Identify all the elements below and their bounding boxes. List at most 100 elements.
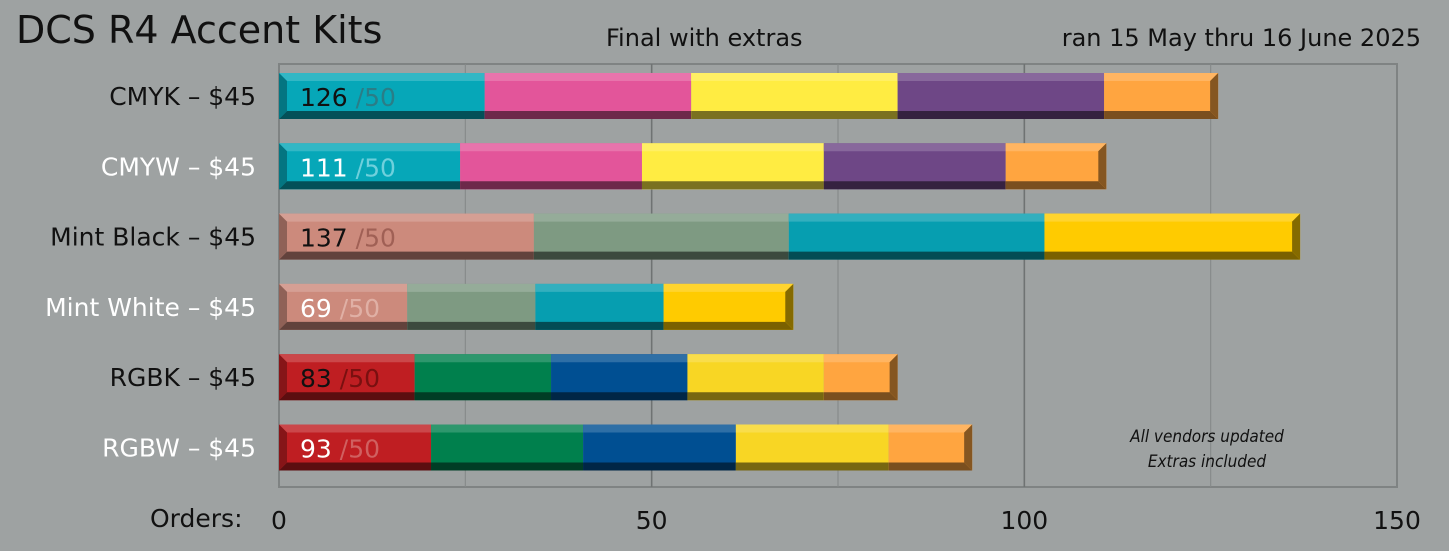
chart-title: DCS R4 Accent Kits <box>16 8 383 52</box>
bar-bevel-bottom <box>823 181 1006 190</box>
bar-bevel-top <box>533 213 789 222</box>
x-tick-label: 50 <box>636 506 668 535</box>
bar-bevel-bottom <box>583 462 736 471</box>
bar-bevel-top <box>279 73 485 81</box>
bar-bevel-top <box>484 73 692 81</box>
bar-bevel-bottom <box>431 462 584 471</box>
bar-bevel-bottom <box>641 181 824 190</box>
date-range: ran 15 May thru 16 June 2025 <box>1061 24 1421 52</box>
category-label: RGBW – $45 <box>102 434 256 463</box>
bar-bevel-bottom <box>788 251 1045 260</box>
goal-label: /50 <box>340 294 380 323</box>
value-label: 111 /50 <box>300 153 396 182</box>
category-label: RGBK – $45 <box>110 363 256 392</box>
bar-bevel-bottom <box>533 251 789 260</box>
category-label: Mint White – $45 <box>45 293 256 322</box>
bar-bevel-bottom <box>407 321 536 330</box>
bar-bevel-top <box>663 283 794 292</box>
bar-bevel-right <box>785 283 794 330</box>
bar-bevel-top <box>897 73 1105 81</box>
value-label: 137 /50 <box>300 224 396 253</box>
bar-bevel-right <box>1292 213 1301 260</box>
bar-bevel-top <box>823 354 898 363</box>
goal-label: /50 <box>340 364 380 393</box>
bar-bevel-top <box>583 424 736 433</box>
value-label: 83 /50 <box>300 364 380 393</box>
goal-label: /50 <box>356 153 396 182</box>
bar-bevel-bottom <box>663 321 794 330</box>
bar-bevel-bottom <box>279 251 534 260</box>
bar-bevel-top <box>1044 213 1301 222</box>
bar-bevel-top <box>691 73 898 81</box>
bar-bevel-bottom <box>888 462 973 471</box>
bar-bevel-top <box>460 143 642 152</box>
bar-bevel-bottom <box>687 392 824 401</box>
total-label: 111 <box>300 153 356 182</box>
goal-label: /50 <box>340 435 380 464</box>
bar-bevel-top <box>823 143 1006 152</box>
bar-bevel-left <box>279 73 287 119</box>
bar-bevel-right <box>1098 143 1107 190</box>
x-axis-prefix: Orders: <box>150 504 243 533</box>
total-label: 69 <box>300 294 340 323</box>
category-label: CMYK – $45 <box>109 82 256 111</box>
bar-bevel-top <box>641 143 824 152</box>
value-label: 126 /50 <box>300 83 396 112</box>
category-label: CMYW – $45 <box>101 152 256 181</box>
bar-bevel-bottom <box>1005 181 1107 190</box>
bar-bevel-left <box>279 143 287 190</box>
chart-subtitle: Final with extras <box>606 24 803 52</box>
bar-bevel-top <box>431 424 584 433</box>
bar-bevel-bottom <box>691 111 898 119</box>
bar-bevel-right <box>964 424 973 471</box>
annotation-line: All vendors updated <box>1129 427 1284 447</box>
bar-bevel-top <box>414 354 552 363</box>
bar-bevel-bottom <box>279 111 485 119</box>
goal-label: /50 <box>356 224 396 253</box>
bar-bevel-top <box>279 143 461 152</box>
bar-bevel-bottom <box>535 321 664 330</box>
bar-bevel-bottom <box>823 392 898 401</box>
bar-bevel-top <box>687 354 824 363</box>
x-tick-label: 150 <box>1373 506 1421 535</box>
total-label: 126 <box>300 83 356 112</box>
total-label: 137 <box>300 224 356 253</box>
bar-bevel-right <box>889 354 898 401</box>
bar-bevel-bottom <box>279 181 461 190</box>
category-label: Mint Black – $45 <box>50 223 256 252</box>
bar-bevel-top <box>535 283 664 292</box>
bar-bevel-top <box>551 354 688 363</box>
bar-bevel-top <box>279 354 415 363</box>
bar-bevel-left <box>279 283 287 330</box>
bar-bevel-bottom <box>551 392 688 401</box>
bar-bevel-bottom <box>1104 111 1219 119</box>
goal-label: /50 <box>356 83 396 112</box>
bar-bevel-left <box>279 354 287 401</box>
bar-bevel-left <box>279 213 287 260</box>
bar-bevel-bottom <box>279 392 415 401</box>
bar-bevel-bottom <box>279 462 432 471</box>
annotation-line: Extras included <box>1148 452 1267 472</box>
value-label: 93 /50 <box>300 435 380 464</box>
bar-bevel-top <box>888 424 973 433</box>
bar-bevel-right <box>1210 73 1219 119</box>
x-tick-label: 100 <box>1000 506 1048 535</box>
bar-bevel-bottom <box>279 321 408 330</box>
x-tick-label: 0 <box>271 506 287 535</box>
bar-bevel-bottom <box>460 181 642 190</box>
bar-bevel-bottom <box>1044 251 1301 260</box>
bar-bevel-top <box>279 213 534 222</box>
total-label: 93 <box>300 435 340 464</box>
bar-bevel-top <box>1104 73 1219 81</box>
bar-bevel-top <box>788 213 1045 222</box>
bar-bevel-bottom <box>735 462 889 471</box>
value-label: 69 /50 <box>300 294 380 323</box>
bar-bevel-bottom <box>484 111 692 119</box>
bar-bevel-left <box>279 424 287 471</box>
bar-bevel-top <box>1005 143 1107 152</box>
bar-bevel-top <box>735 424 889 433</box>
bar-bevel-top <box>279 424 432 433</box>
bar-bevel-bottom <box>897 111 1105 119</box>
bar-bevel-top <box>279 283 408 292</box>
